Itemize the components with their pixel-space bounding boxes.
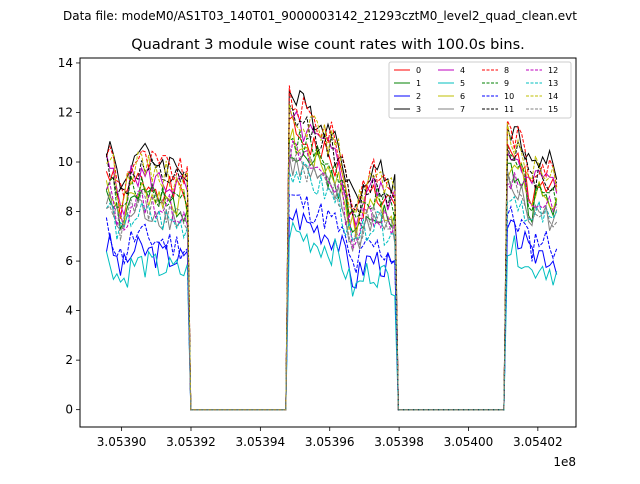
y-tick-label: 12 [58,105,73,119]
x-offset-label: 1e8 [553,455,576,469]
legend-label-4: 4 [460,66,465,75]
legend-label-11: 11 [504,105,514,114]
y-axis: 0 2 4 6 8 10 12 14 [58,56,80,417]
legend-label-6: 6 [460,92,465,101]
legend-label-12: 12 [548,66,558,75]
legend-label-8: 8 [504,66,509,75]
legend-label-13: 13 [548,79,558,88]
x-tick-label: 3.05398 [374,435,424,449]
legend-label-0: 0 [416,66,421,75]
plot-frame [79,57,577,428]
y-tick-label: 4 [65,304,73,318]
legend-label-2: 2 [416,92,421,101]
legend-label-9: 9 [504,79,509,88]
series-layer [105,85,558,411]
x-tick-label: 3.05394 [236,435,286,449]
y-tick-label: 14 [58,56,73,70]
legend-label-3: 3 [416,105,421,114]
y-tick-label: 8 [65,205,73,219]
x-tick-label: 3.05390 [97,435,147,449]
legend-label-1: 1 [416,79,421,88]
legend-label-14: 14 [548,92,558,101]
legend-label-10: 10 [504,92,514,101]
chart-title: Quadrant 3 module wise count rates with … [131,37,525,53]
x-tick-label: 3.05396 [305,435,355,449]
legend-label-7: 7 [460,105,465,114]
series-line-11 [105,103,558,411]
y-tick-label: 0 [65,403,73,417]
x-axis: 3.05390 3.05392 3.05394 3.05396 3.05398 3.054… [97,427,563,449]
legend-label-5: 5 [460,79,465,88]
y-tick-label: 2 [65,353,73,367]
series-line-15 [106,144,558,411]
y-tick-label: 10 [58,155,73,169]
legend-box [388,61,572,119]
x-tick-label: 3.05400 [444,435,494,449]
x-tick-label: 3.05392 [166,435,216,449]
legend-label-15: 15 [548,105,558,114]
y-tick-label: 6 [65,254,73,268]
suptitle: Data file: modeM0/AS1T03_140T01_90000031… [63,9,577,23]
x-tick-label: 3.05402 [513,435,563,449]
